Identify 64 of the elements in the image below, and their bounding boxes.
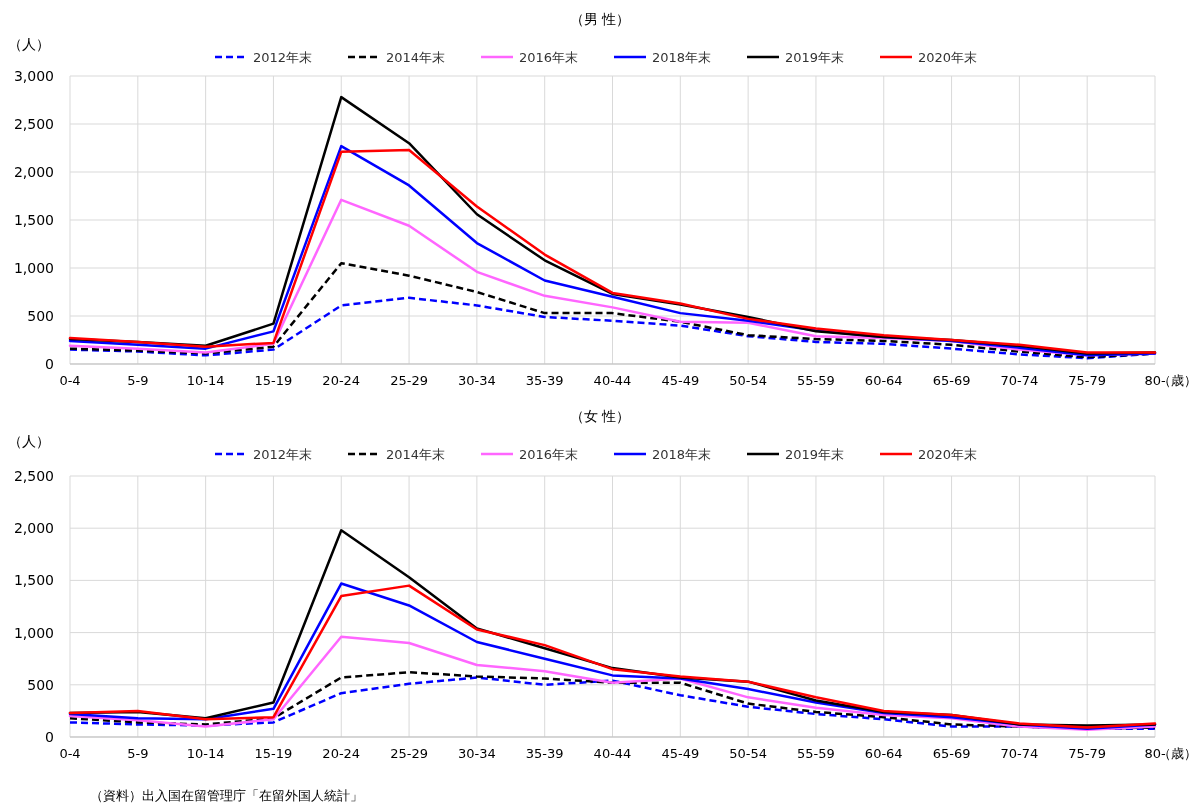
x-tick-label: 35-39 <box>525 746 564 761</box>
x-tick-label: 40-44 <box>593 746 632 761</box>
x-tick-label: 75-79 <box>1068 373 1107 388</box>
legend-label: 2019年末 <box>785 50 845 65</box>
x-tick-label: 60-64 <box>864 746 903 761</box>
y-tick-label: 1,500 <box>13 572 54 589</box>
x-tick-label: 70-74 <box>1000 373 1039 388</box>
x-tick-label: 40-44 <box>593 373 632 388</box>
x-tick-label: 10-14 <box>186 746 225 761</box>
legend-label: 2012年末 <box>253 447 313 462</box>
legend-label: 2016年末 <box>519 447 579 462</box>
x-tick-label: 30-34 <box>457 746 496 761</box>
legend-label: 2014年末 <box>386 447 446 462</box>
x-tick-label: 25-29 <box>390 373 428 388</box>
y-tick-label: 1,000 <box>13 624 54 641</box>
x-tick-label: 60-64 <box>864 373 903 388</box>
x-tick-label: 50-54 <box>729 373 768 388</box>
x-tick-label: 45-49 <box>661 746 700 761</box>
x-tick-label: 20-24 <box>322 373 361 388</box>
x-tick-label: 75-79 <box>1068 746 1107 761</box>
x-tick-label: 20-24 <box>322 746 361 761</box>
y-tick-label: 500 <box>27 676 54 693</box>
y-tick-label: 2,000 <box>13 520 54 537</box>
chart-title: （女 性） <box>569 408 631 424</box>
x-tick-label: 15-19 <box>254 746 293 761</box>
x-tick-label: 5-9 <box>127 373 149 388</box>
y-tick-label: 1,000 <box>13 260 54 276</box>
y-axis-title: （人） <box>8 433 50 449</box>
x-tick-label: 15-19 <box>254 373 293 388</box>
y-tick-label: 2,000 <box>13 164 54 180</box>
y-tick-label: 1,500 <box>13 212 54 228</box>
legend-label: 2018年末 <box>652 50 712 65</box>
x-tick-label: 0-4 <box>59 373 81 388</box>
chart-title: （男 性） <box>569 11 631 27</box>
x-tick-label: 55-59 <box>797 373 835 388</box>
text: （資料）出入国在留管理庁「在留外国人統計」 <box>90 788 363 803</box>
y-axis-title: （人） <box>8 36 50 52</box>
x-tick-label: 30-34 <box>457 373 496 388</box>
legend-label: 2016年末 <box>519 50 579 65</box>
y-tick-label: 3,000 <box>13 68 54 84</box>
y-tick-label: 2,500 <box>13 116 54 132</box>
x-tick-label: 25-29 <box>390 746 428 761</box>
x-tick-label: 45-49 <box>661 373 700 388</box>
x-tick-label: 80- <box>1144 746 1166 761</box>
y-tick-label: 0 <box>45 356 54 372</box>
y-tick-label: 500 <box>27 308 54 324</box>
x-tick-label: 65-69 <box>932 373 971 388</box>
legend-label: 2012年末 <box>253 50 313 65</box>
x-tick-label: 50-54 <box>729 746 768 761</box>
legend-label: 2020年末 <box>918 447 978 462</box>
legend-label: 2018年末 <box>652 447 712 462</box>
x-tick-label: 65-69 <box>932 746 971 761</box>
x-tick-label: 35-39 <box>525 373 564 388</box>
legend-label: 2019年末 <box>785 447 845 462</box>
legend-label: 2014年末 <box>386 50 446 65</box>
legend-label: 2020年末 <box>918 50 978 65</box>
x-tick-label: 0-4 <box>59 746 81 761</box>
x-tick-label: 10-14 <box>186 373 225 388</box>
y-tick-label: 0 <box>45 729 54 745</box>
x-tick-label: 55-59 <box>797 746 835 761</box>
x-tick-label: 5-9 <box>127 746 149 761</box>
y-tick-label: 2,500 <box>13 468 54 484</box>
x-tick-label: 70-74 <box>1000 746 1039 761</box>
x-tick-label: 80- <box>1144 373 1166 388</box>
